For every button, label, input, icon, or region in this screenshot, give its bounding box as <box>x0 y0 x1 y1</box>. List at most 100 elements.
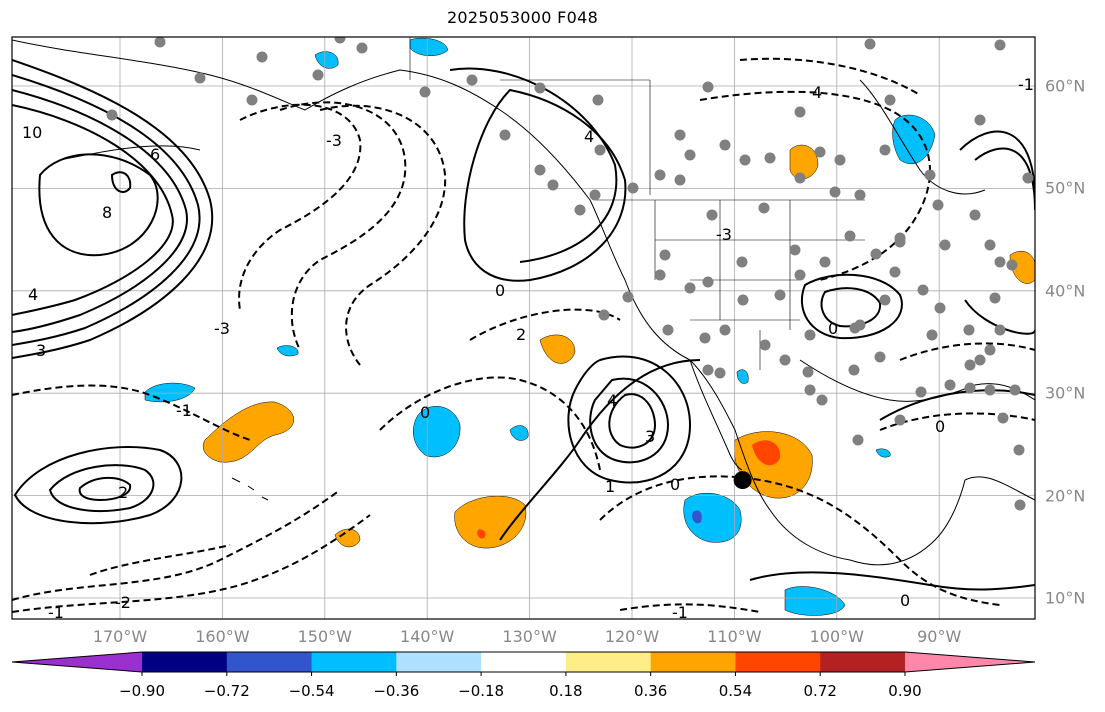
station-dot <box>939 239 951 251</box>
station-dot <box>256 51 268 63</box>
contour-label-3: 3 <box>36 341 46 360</box>
anomaly-orange-east <box>1009 250 1035 284</box>
contour-label-0e: 0 <box>935 417 945 436</box>
coast-aleutian <box>59 145 201 161</box>
contour-label-0: 0 <box>495 281 505 300</box>
colorbar-swatch <box>735 652 821 672</box>
anomaly-red-small <box>477 529 486 539</box>
lat-label: 40°N <box>1045 281 1086 301</box>
contour-label-4b: 4 <box>584 127 594 146</box>
contour-label-0b: 0 <box>420 403 430 422</box>
station-dot <box>702 276 714 288</box>
contour-label-0c: 0 <box>670 475 680 494</box>
station-dot <box>844 230 856 242</box>
state-borders <box>409 37 865 370</box>
lon-label: 100°W <box>809 627 864 646</box>
station-dot <box>356 42 368 54</box>
anomaly-blue-hudson <box>892 114 936 165</box>
anomaly-darkblue-small <box>692 510 702 524</box>
station-dot <box>764 152 776 164</box>
station-dot <box>964 359 976 371</box>
station-dot <box>466 74 478 86</box>
anomaly-orange-central-pacific <box>202 401 294 463</box>
station-dot <box>589 189 601 201</box>
station-dot <box>894 414 906 426</box>
contour-label-2: 2 <box>516 325 526 344</box>
station-dot <box>312 69 324 81</box>
station-dot <box>917 284 929 296</box>
station-dot <box>1006 259 1018 271</box>
station-dot <box>499 129 511 141</box>
contour-labels: 10 8 6 4 3 4 2 4 3 1 0 0 0 0 0 0 -1 -1 -… <box>22 75 1034 622</box>
station-dot <box>997 412 1009 424</box>
colorbar-swatch <box>565 652 652 672</box>
contour-label-m1c: -1 <box>48 603 64 622</box>
contour-label-1: 1 <box>605 477 615 496</box>
station-dot <box>547 179 559 191</box>
anomaly-blue-south <box>784 586 846 616</box>
coast-alaska <box>12 39 966 566</box>
station-dot <box>684 149 696 161</box>
coast-hawaii <box>231 477 269 501</box>
station-dot <box>719 139 731 151</box>
station-dot <box>594 144 606 156</box>
colorbar-swatch <box>12 652 142 672</box>
station-dot <box>852 434 864 446</box>
station-dot <box>944 379 956 391</box>
lon-label: 140°W <box>400 627 455 646</box>
plot-frame <box>11 36 1036 620</box>
station-dot <box>194 72 206 84</box>
colorbar-tick-label: 0.90 <box>888 682 922 700</box>
station-dot <box>848 364 860 376</box>
colorbar-swatch <box>820 652 906 672</box>
contour-label-2b: 2 <box>118 483 128 502</box>
station-dot <box>779 354 791 366</box>
lon-label: 150°W <box>297 627 352 646</box>
colorbar-tick-label: −0.36 <box>373 682 420 700</box>
contour-label-4c: 4 <box>607 391 617 410</box>
station-dot <box>816 394 828 406</box>
coast-hudson <box>859 79 986 195</box>
contour-label-3b: 3 <box>645 427 655 446</box>
map-title: 2025053000 F048 <box>446 8 599 27</box>
anomaly-orange-small-1 <box>539 334 576 364</box>
anomaly-orange-east-pacific <box>454 495 527 549</box>
station-dot <box>659 249 671 261</box>
anomaly-blue-pacific-1 <box>413 406 461 458</box>
station-dot <box>864 38 876 50</box>
station-dot <box>834 154 846 166</box>
station-dot <box>994 39 1006 51</box>
station-dot <box>737 294 749 306</box>
colorbar <box>11 651 1036 676</box>
station-dot <box>874 351 886 363</box>
colorbar-tick-label: 0.54 <box>718 682 753 700</box>
station-dot <box>1014 499 1026 511</box>
station-dot <box>974 114 986 126</box>
station-dot <box>994 256 1006 268</box>
station-dot <box>964 382 976 394</box>
station-dot <box>714 367 726 379</box>
anomaly-red-mexico <box>752 440 781 466</box>
lat-label: 30°N <box>1045 383 1086 403</box>
colorbar-swatch <box>226 652 313 672</box>
station-dot <box>674 174 686 186</box>
station-dot <box>854 319 866 331</box>
station-dot <box>969 209 981 221</box>
station-dot <box>598 309 610 321</box>
anomaly-blue-mexico-coast <box>683 493 742 543</box>
anomaly-blue-north-1 <box>409 37 449 56</box>
station-dot <box>884 94 896 106</box>
colorbar-tick-label: −0.54 <box>288 682 335 700</box>
station-dot <box>719 324 731 336</box>
station-dot <box>879 294 891 306</box>
station-dot <box>706 209 718 221</box>
colorbar-swatch <box>396 652 482 672</box>
station-dot <box>574 204 586 216</box>
lat-label: 60°N <box>1045 76 1086 96</box>
station-dot <box>819 256 831 268</box>
station-dot <box>739 154 751 166</box>
contour-label-4d: 4 <box>812 83 822 102</box>
lon-label: 160°W <box>195 627 250 646</box>
station-dot <box>804 384 816 396</box>
